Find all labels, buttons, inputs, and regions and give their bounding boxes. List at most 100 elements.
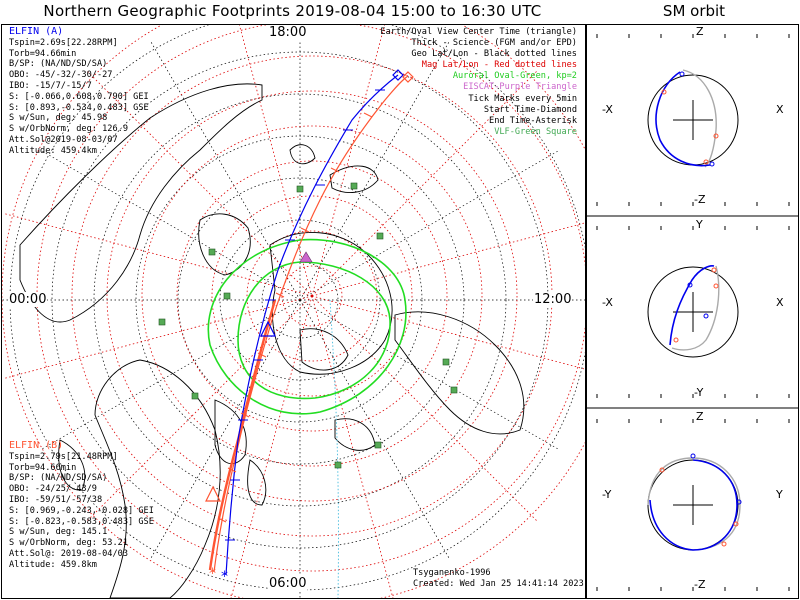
elfin-a-orbit-mark — [709, 161, 715, 167]
elfin-b-line: S: [-0.823,-0.583,0.483] GSE — [9, 516, 154, 527]
elfin-b-line: S w/OrbNorm, deg: 53.21 — [9, 538, 128, 549]
vlf-station-square — [296, 185, 304, 193]
mag-latitude-circle — [211, 195, 413, 397]
mag-meridian — [311, 295, 394, 598]
elfin-b-line: IBO: -59/51/-57/38 — [9, 494, 103, 505]
created-timestamp: Created: Wed Jan 25 14:41:14 2023 — [413, 579, 584, 589]
elfin-a-end-asterisk: * — [221, 569, 228, 585]
elfin-a-line: S w/OrbNorm, deg: 126.9 — [9, 124, 128, 135]
orbit2-axis-top: Y — [696, 218, 703, 231]
elfin-b-line: Altitude: 459.8km — [9, 559, 97, 570]
elfin-b-line: Tspin=2.79s[21.48RPM] — [9, 451, 118, 462]
hour-label-bottom: 06:00 — [268, 576, 308, 591]
eiscat-triangle — [299, 251, 313, 263]
map-frame — [1, 24, 586, 599]
mag-latitude-circle — [141, 125, 483, 467]
legend-item: Thick - Science (FGM and/or EPD) — [411, 38, 577, 49]
auroral-oval-poleward — [237, 261, 391, 400]
elfin-a-line: Torb=94.66min — [9, 48, 77, 59]
elfin-a-line: Tspin=2.69s[22.28RPM] — [9, 37, 118, 48]
elfin-b-start-diamond — [402, 71, 414, 83]
elfin-b-line: Torb=94.66min — [9, 462, 77, 473]
elfin-b-tick-mark — [363, 112, 373, 118]
elfin-a-line: S w/Sun, deg: 45.98 — [9, 113, 108, 124]
elfin-a-orbit — [655, 71, 711, 167]
coastline — [247, 459, 267, 506]
legend-item: VLF-Green Square — [494, 126, 577, 137]
elfin-a-line: OBO: -45/-32/-30/-27 — [9, 70, 113, 81]
elfin-b-orbit — [671, 265, 720, 351]
legend-item: EISCAT-Purple Triangle — [463, 82, 577, 93]
earth-circle — [647, 266, 739, 358]
mag-meridian — [230, 295, 313, 598]
mag-meridian — [2, 212, 313, 297]
vlf-station-square — [208, 248, 216, 256]
orbit3-axis-top: Z — [696, 410, 704, 423]
elfin-b-orbit-mark — [661, 89, 667, 95]
elfin-b-tick-mark — [217, 517, 227, 523]
orbit2-axis-left: -X — [602, 296, 613, 309]
elfin-b-line: OBO: -24/25/-43/9 — [9, 484, 97, 495]
mag-meridian — [311, 25, 386, 297]
vlf-station-square — [376, 232, 384, 240]
auroral-oval-equatorward — [207, 238, 407, 415]
elfin-b-tick-mark — [275, 292, 285, 298]
elfin-b-end-asterisk: * — [209, 566, 216, 582]
coastline — [269, 232, 393, 375]
mag-meridian — [311, 69, 539, 297]
orbit3-axis-left: -Y — [602, 488, 612, 501]
mag-meridian — [311, 295, 585, 370]
legend-item: Start Time-Diamond — [483, 104, 577, 115]
orbit3-axis-bottom: -Z — [694, 578, 706, 591]
vlf-station-square — [223, 292, 231, 300]
elfin-b-tick-mark — [227, 467, 237, 473]
orbit2-axis-bottom: -Y — [694, 386, 704, 399]
coastline — [299, 328, 349, 371]
elfin-a-orbit-mark — [690, 453, 696, 459]
mag-meridian — [85, 69, 313, 297]
mag-latitude-circle — [246, 230, 378, 362]
vlf-station-square — [334, 461, 342, 469]
elfin-a-line: S: [0.893,-0.534,0.483] GSE — [9, 102, 149, 113]
geo-latitude-circle — [261, 261, 339, 339]
orbit-frame — [586, 24, 799, 599]
elfin-b-info: ELFIN (B) Tspin=2.79s[21.48RPM] Torb=94.… — [9, 440, 154, 571]
vlf-station-square — [374, 441, 382, 449]
elfin-b-orbit-mark — [703, 159, 709, 165]
coastline — [329, 165, 379, 193]
orbit1-axis-top: Z — [696, 25, 704, 38]
legend-item: Mag Lat/Lon - Red dotted lines — [421, 60, 577, 71]
elfin-a-orbit — [669, 265, 715, 346]
legend-item: Geo Lat/Lon - Black dotted lines — [411, 49, 577, 60]
elfin-a-info: ELFIN (A) Tspin=2.69s[22.28RPM] Torb=94.… — [9, 26, 149, 157]
elfin-b-name: ELFIN (B) — [9, 440, 64, 451]
mag-latitude-circle — [176, 160, 448, 432]
model-credit: Tsyganenko-1996 — [413, 568, 491, 578]
elfin-a-start-diamond — [392, 69, 404, 81]
elfin-b-tick-mark — [240, 412, 250, 418]
elfin-a-name: ELFIN (A) — [9, 26, 64, 37]
elfin-a-footprint-track — [225, 74, 399, 576]
coastline — [394, 311, 525, 435]
elfin-a-line: Att.Sol@2019-08-03/07 — [9, 134, 118, 145]
vlf-station-square — [442, 358, 450, 366]
mag-meridian — [238, 25, 313, 297]
elfin-b-line: Att.Sol@: 2019-08-04/03 — [9, 548, 128, 559]
legend-item: End Time-Asterisk — [489, 115, 577, 126]
hour-label-right: 12:00 — [533, 292, 573, 307]
elfin-b-orbit-mark — [711, 267, 717, 273]
elfin-b-orbit-mark — [713, 133, 719, 139]
elfin-a-orbit-mark — [736, 499, 742, 505]
meridian-dotted-line — [329, 299, 339, 598]
elfin-a-line: IBO: -15/7/-15/7 — [9, 80, 92, 91]
geo-latitude-circle — [177, 177, 423, 423]
elfin-b-orbit — [682, 69, 717, 168]
elfin-a-orbit-mark — [679, 71, 685, 77]
elfin-b-line: B/SP: (NA/ND/SD/SA) — [9, 473, 108, 484]
elfin-b-line: S w/Sun, deg: 145.1 — [9, 527, 108, 538]
coastline — [19, 83, 263, 323]
elfin-a-orbit-mark — [703, 313, 709, 319]
hour-label-left: 00:00 — [8, 292, 48, 307]
coastline — [214, 399, 247, 465]
